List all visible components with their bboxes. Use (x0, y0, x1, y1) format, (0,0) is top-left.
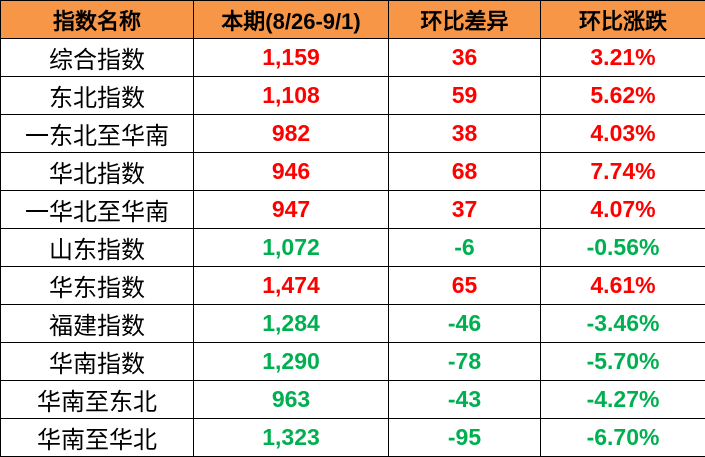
column-header: 指数名称 (0, 0, 194, 39)
change-diff: 68 (388, 152, 541, 191)
header-row: 指数名称 本期(8/26-9/1) 环比差异 环比涨跌 (0, 0, 705, 39)
current-value: 947 (193, 190, 389, 229)
change-diff: 59 (388, 76, 541, 115)
current-value: 1,323 (193, 418, 389, 457)
change-diff: 65 (388, 266, 541, 305)
change-diff: -46 (388, 304, 541, 343)
change-diff: -43 (388, 380, 541, 419)
change-diff: 38 (388, 114, 541, 153)
change-percent: -4.27% (540, 380, 705, 419)
current-value: 1,108 (193, 76, 389, 115)
change-diff: -78 (388, 342, 541, 381)
change-percent: 3.21% (540, 38, 705, 77)
change-diff: 37 (388, 190, 541, 229)
column-header: 环比差异 (388, 0, 541, 39)
table-row: 福建指数 1,284 -46 -3.46% (0, 304, 705, 343)
current-value: 1,284 (193, 304, 389, 343)
table-row: 一华北至华南 947 37 4.07% (0, 190, 705, 229)
current-value: 1,159 (193, 38, 389, 77)
table-row: 山东指数 1,072 -6 -0.56% (0, 228, 705, 267)
change-percent: 4.61% (540, 266, 705, 305)
change-percent: 4.07% (540, 190, 705, 229)
change-percent: 5.62% (540, 76, 705, 115)
change-diff: -6 (388, 228, 541, 267)
change-diff: 36 (388, 38, 541, 77)
current-value: 963 (193, 380, 389, 419)
index-name: 一华北至华南 (0, 190, 194, 229)
change-percent: -5.70% (540, 342, 705, 381)
table-row: 综合指数 1,159 36 3.21% (0, 38, 705, 77)
table-row: 华北指数 946 68 7.74% (0, 152, 705, 191)
table-row: 华东指数 1,474 65 4.61% (0, 266, 705, 305)
table-row: 华南指数 1,290 -78 -5.70% (0, 342, 705, 381)
current-value: 1,290 (193, 342, 389, 381)
current-value: 1,072 (193, 228, 389, 267)
index-name: 华南至东北 (0, 380, 194, 419)
change-percent: -3.46% (540, 304, 705, 343)
table-row: 东北指数 1,108 59 5.62% (0, 76, 705, 115)
index-name: 山东指数 (0, 228, 194, 267)
column-header: 本期(8/26-9/1) (193, 0, 389, 39)
column-header: 环比涨跌 (540, 0, 705, 39)
change-percent: 4.03% (540, 114, 705, 153)
index-name: 华南指数 (0, 342, 194, 381)
change-percent: -6.70% (540, 418, 705, 457)
index-name: 福建指数 (0, 304, 194, 343)
index-name: 东北指数 (0, 76, 194, 115)
change-diff: -95 (388, 418, 541, 457)
index-name: 华南至华北 (0, 418, 194, 457)
index-name: 华东指数 (0, 266, 194, 305)
current-value: 982 (193, 114, 389, 153)
change-percent: -0.56% (540, 228, 705, 267)
current-value: 946 (193, 152, 389, 191)
index-name: 华北指数 (0, 152, 194, 191)
current-value: 1,474 (193, 266, 389, 305)
table-row: 华南至华北 1,323 -95 -6.70% (0, 418, 705, 457)
index-name: 一东北至华南 (0, 114, 194, 153)
index-name: 综合指数 (0, 38, 194, 77)
table-row: 华南至东北 963 -43 -4.27% (0, 380, 705, 419)
table-row: 一东北至华南 982 38 4.03% (0, 114, 705, 153)
change-percent: 7.74% (540, 152, 705, 191)
